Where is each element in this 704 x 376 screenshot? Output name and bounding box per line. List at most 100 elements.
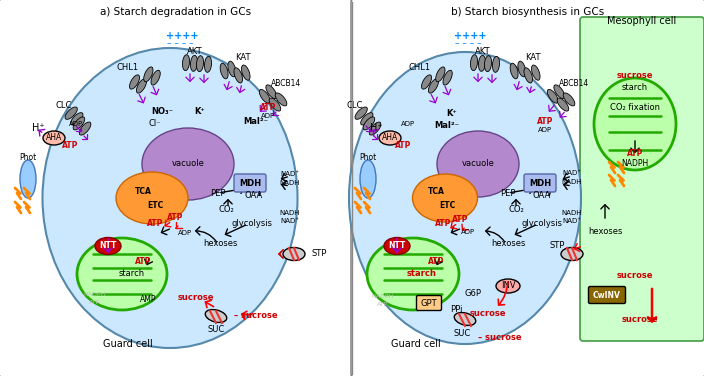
Ellipse shape	[429, 79, 439, 93]
Text: hexoses: hexoses	[588, 226, 622, 235]
Text: – sucrose: – sucrose	[234, 311, 278, 320]
Text: PEP: PEP	[501, 188, 516, 197]
Ellipse shape	[547, 89, 558, 103]
Text: CLC: CLC	[347, 102, 363, 111]
Text: glycolysis: glycolysis	[232, 220, 272, 229]
Text: NADH: NADH	[279, 180, 300, 186]
Text: STP: STP	[549, 241, 565, 250]
Text: ATP: ATP	[260, 103, 276, 112]
Text: vacuole: vacuole	[462, 159, 494, 168]
Ellipse shape	[43, 131, 65, 145]
Text: AHA: AHA	[382, 133, 398, 143]
Text: Phot: Phot	[359, 153, 377, 162]
Ellipse shape	[70, 113, 83, 125]
Text: NO₃⁻: NO₃⁻	[151, 106, 173, 115]
Ellipse shape	[360, 160, 376, 198]
Text: KAT: KAT	[235, 53, 251, 62]
Text: ADP: ADP	[538, 127, 552, 133]
Text: NADH: NADH	[562, 210, 582, 216]
Ellipse shape	[144, 67, 153, 82]
Text: AKT: AKT	[475, 47, 491, 56]
Ellipse shape	[228, 61, 236, 77]
Text: NADPH: NADPH	[84, 291, 106, 297]
Ellipse shape	[116, 172, 188, 224]
Text: MDH: MDH	[529, 179, 551, 188]
Ellipse shape	[190, 55, 198, 71]
Text: CO₂ fixation: CO₂ fixation	[610, 103, 660, 112]
Text: sucrose: sucrose	[622, 314, 658, 323]
Ellipse shape	[355, 107, 367, 119]
Text: SUC: SUC	[208, 324, 225, 334]
Ellipse shape	[413, 174, 477, 222]
Ellipse shape	[349, 52, 581, 344]
Ellipse shape	[470, 55, 477, 71]
Text: Guard cell: Guard cell	[103, 339, 153, 349]
FancyBboxPatch shape	[417, 296, 441, 311]
Text: ATP: ATP	[627, 150, 643, 159]
Text: NAD⁺: NAD⁺	[562, 170, 582, 176]
Ellipse shape	[95, 238, 121, 255]
Text: PEP: PEP	[210, 188, 226, 197]
Text: CO₂: CO₂	[218, 205, 234, 214]
Text: K⁺: K⁺	[446, 109, 458, 118]
Text: SUC: SUC	[453, 329, 471, 338]
Ellipse shape	[510, 63, 518, 79]
Ellipse shape	[367, 238, 459, 310]
Text: AMP: AMP	[140, 296, 156, 305]
Ellipse shape	[142, 128, 234, 200]
Text: starch: starch	[407, 270, 437, 279]
Ellipse shape	[379, 131, 401, 145]
Text: ATP: ATP	[377, 302, 389, 306]
Ellipse shape	[259, 89, 270, 103]
Ellipse shape	[196, 56, 203, 71]
Ellipse shape	[151, 70, 161, 85]
Text: NADPH: NADPH	[622, 159, 648, 167]
Ellipse shape	[561, 247, 583, 261]
Ellipse shape	[454, 312, 476, 326]
Text: ++++: ++++	[165, 31, 199, 41]
Text: AKT: AKT	[187, 47, 203, 56]
Text: GPT: GPT	[421, 299, 437, 308]
Text: ATP: ATP	[167, 214, 183, 223]
Ellipse shape	[436, 67, 445, 82]
Text: OAA: OAA	[245, 191, 263, 200]
Text: ATP: ATP	[62, 141, 78, 150]
Ellipse shape	[182, 55, 189, 71]
Text: ATP: ATP	[134, 258, 151, 267]
Ellipse shape	[422, 75, 432, 89]
Ellipse shape	[234, 68, 242, 83]
Text: AHA: AHA	[46, 133, 62, 143]
Ellipse shape	[532, 65, 540, 80]
Text: sucrose: sucrose	[177, 294, 214, 303]
Text: Cl⁻: Cl⁻	[149, 120, 161, 129]
Ellipse shape	[137, 79, 146, 93]
FancyBboxPatch shape	[234, 174, 266, 192]
Ellipse shape	[443, 70, 452, 85]
Text: starch: starch	[119, 270, 145, 279]
Ellipse shape	[518, 61, 526, 77]
Ellipse shape	[363, 117, 375, 130]
Text: Phot: Phot	[20, 153, 37, 162]
Ellipse shape	[206, 309, 227, 323]
Text: sucrose: sucrose	[617, 71, 653, 80]
Ellipse shape	[437, 131, 519, 197]
Ellipse shape	[275, 93, 287, 106]
Text: b) Starch biosynthesis in GCs: b) Starch biosynthesis in GCs	[451, 7, 605, 17]
Text: ADP: ADP	[401, 121, 415, 127]
Text: CwINV: CwINV	[593, 291, 621, 300]
Ellipse shape	[370, 122, 381, 135]
Ellipse shape	[73, 117, 84, 130]
Text: – sucrose: – sucrose	[478, 334, 522, 343]
Ellipse shape	[360, 113, 373, 125]
Text: STP: STP	[312, 250, 327, 259]
Text: CHL1: CHL1	[117, 64, 139, 73]
Ellipse shape	[594, 78, 676, 170]
Text: NADH: NADH	[279, 210, 300, 216]
Ellipse shape	[77, 238, 167, 310]
Text: NADH: NADH	[562, 179, 582, 185]
Ellipse shape	[269, 98, 281, 111]
Text: ABCB14: ABCB14	[559, 79, 589, 88]
Text: sucrose: sucrose	[470, 309, 506, 318]
Text: ATP: ATP	[452, 214, 468, 223]
Text: PPi: PPi	[450, 305, 463, 314]
